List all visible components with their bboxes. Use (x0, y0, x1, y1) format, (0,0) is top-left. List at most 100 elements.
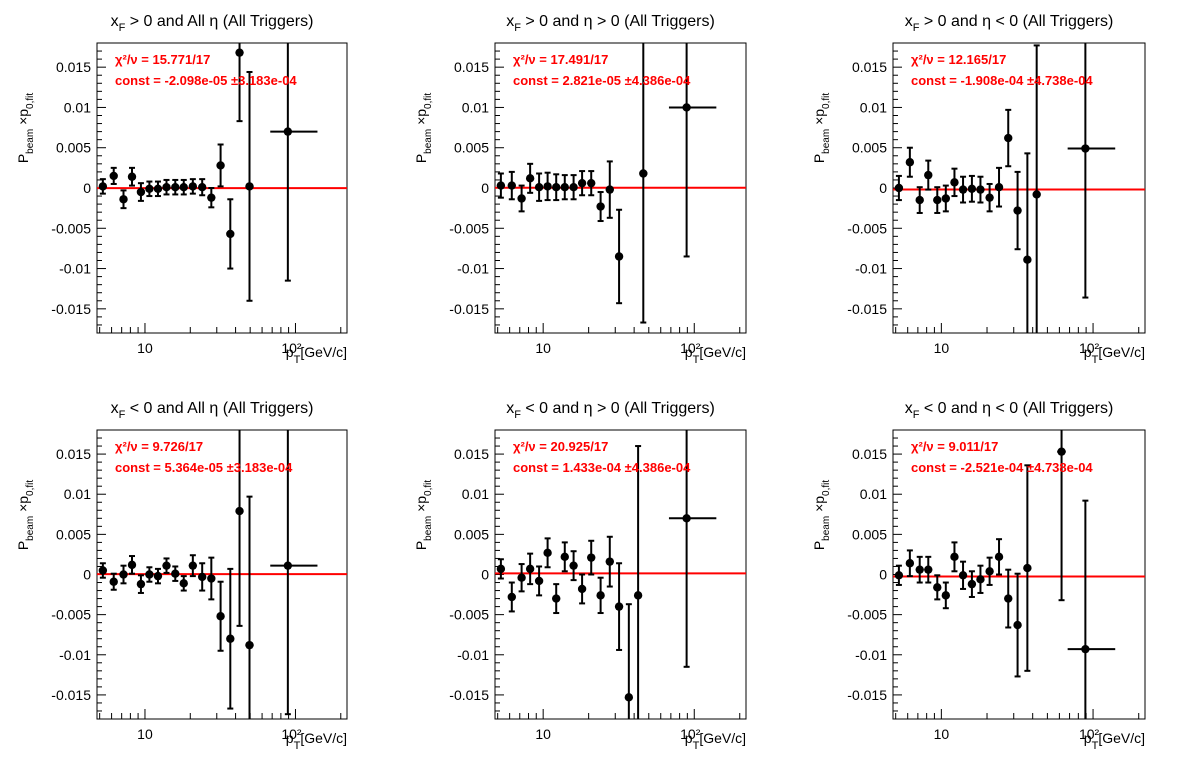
data-marker (894, 183, 904, 193)
data-marker (216, 161, 225, 170)
data-point (941, 581, 951, 610)
data-marker (587, 178, 596, 188)
chart-panel-3: xF > 0 and η < 0 (All Triggers) -0.015 -0.… (811, 13, 1146, 366)
data-marker (235, 48, 244, 57)
data-point (894, 174, 904, 202)
data-point (197, 178, 207, 197)
data-marker (179, 182, 188, 192)
data-point (950, 541, 959, 573)
data-point (216, 143, 225, 188)
y-tick-label: 0.015 (56, 446, 91, 462)
data-marker (605, 557, 614, 566)
data-marker (496, 564, 506, 574)
y-tick-label: 0 (83, 180, 91, 196)
chi2-label: χ²/ν = 9.726/17 (115, 439, 203, 454)
data-marker (109, 577, 118, 586)
data-marker (171, 569, 180, 578)
data-point (188, 554, 198, 578)
data-point (153, 180, 163, 198)
chi2-label: χ²/ν = 9.011/17 (911, 439, 998, 454)
data-point (1004, 568, 1013, 629)
data-marker (958, 571, 968, 580)
data-marker (596, 202, 605, 211)
data-marker (525, 564, 535, 574)
data-point (668, 43, 717, 258)
data-marker (950, 178, 959, 187)
data-point (905, 549, 915, 578)
data-marker (1023, 563, 1032, 573)
data-point (109, 166, 118, 185)
data-point (596, 576, 605, 615)
data-point (577, 573, 587, 605)
data-marker (226, 634, 235, 643)
chart-panel-5: xF < 0 and η > 0 (All Triggers) -0.015 -0.… (413, 400, 747, 752)
data-marker (569, 561, 578, 570)
data-point (915, 186, 924, 214)
y-tick-label: -0.01 (457, 261, 489, 277)
data-marker (1023, 255, 1032, 264)
y-tick-label: -0.01 (59, 647, 91, 663)
data-marker (976, 575, 985, 584)
data-marker (985, 193, 994, 202)
data-point (933, 574, 942, 601)
data-point (162, 178, 171, 196)
data-marker (1004, 594, 1013, 603)
data-marker (235, 506, 244, 516)
y-tick-label: 0.01 (462, 99, 489, 115)
y-tick-label: 0.01 (462, 486, 489, 502)
data-point (569, 174, 578, 201)
y-tick-label: -0.005 (449, 607, 489, 623)
y-tick-label: -0.015 (847, 301, 887, 317)
data-marker (525, 174, 535, 183)
data-point (171, 565, 180, 582)
data-marker (994, 552, 1004, 562)
data-marker (587, 553, 596, 562)
data-marker (915, 195, 924, 205)
data-marker (162, 561, 171, 570)
y-tick-label: 0 (481, 567, 489, 583)
data-point (958, 560, 968, 590)
y-tick-label: -0.015 (51, 687, 91, 703)
data-marker (127, 172, 137, 181)
data-point (614, 208, 624, 305)
data-marker (136, 187, 146, 197)
data-point (525, 162, 535, 194)
data-marker (933, 583, 942, 592)
y-axis-label: Pbeam ×p0,fit (413, 93, 434, 164)
y-tick-label: -0.005 (51, 220, 91, 236)
data-marker (552, 182, 561, 192)
data-marker (967, 184, 977, 194)
data-marker (1013, 206, 1022, 215)
data-marker (226, 229, 235, 239)
data-point (127, 166, 137, 187)
y-tick-label: 0 (481, 180, 489, 196)
data-marker (614, 252, 624, 261)
data-marker (1081, 144, 1090, 153)
data-point (235, 430, 244, 627)
y-axis-label: Pbeam ×p0,fit (413, 480, 434, 551)
data-point (235, 43, 244, 123)
const-label: const = -2.098e-05 ±3.183e-04 (115, 73, 297, 88)
data-point (587, 539, 596, 576)
data-marker (967, 579, 977, 589)
data-point (171, 178, 180, 196)
y-tick-label: -0.01 (457, 647, 489, 663)
data-marker (976, 185, 985, 194)
data-marker (119, 195, 128, 204)
data-marker (179, 579, 188, 588)
y-tick-label: 0.015 (56, 59, 91, 75)
data-marker (1004, 133, 1013, 143)
chart-title: xF > 0 and All η (All Triggers) (111, 13, 314, 34)
const-label: const = -1.908e-04 ±4.738e-04 (911, 73, 1093, 88)
data-point (577, 170, 587, 197)
y-tick-label: 0 (83, 567, 91, 583)
data-point (633, 445, 643, 719)
data-point (543, 171, 552, 202)
data-marker (569, 182, 578, 192)
y-tick-label: -0.015 (449, 301, 489, 317)
const-label: const = 2.821e-05 ±4.386e-04 (513, 73, 691, 88)
data-point (109, 572, 118, 591)
y-tick-label: -0.01 (855, 261, 887, 277)
data-marker (543, 548, 552, 558)
data-marker (994, 182, 1004, 192)
